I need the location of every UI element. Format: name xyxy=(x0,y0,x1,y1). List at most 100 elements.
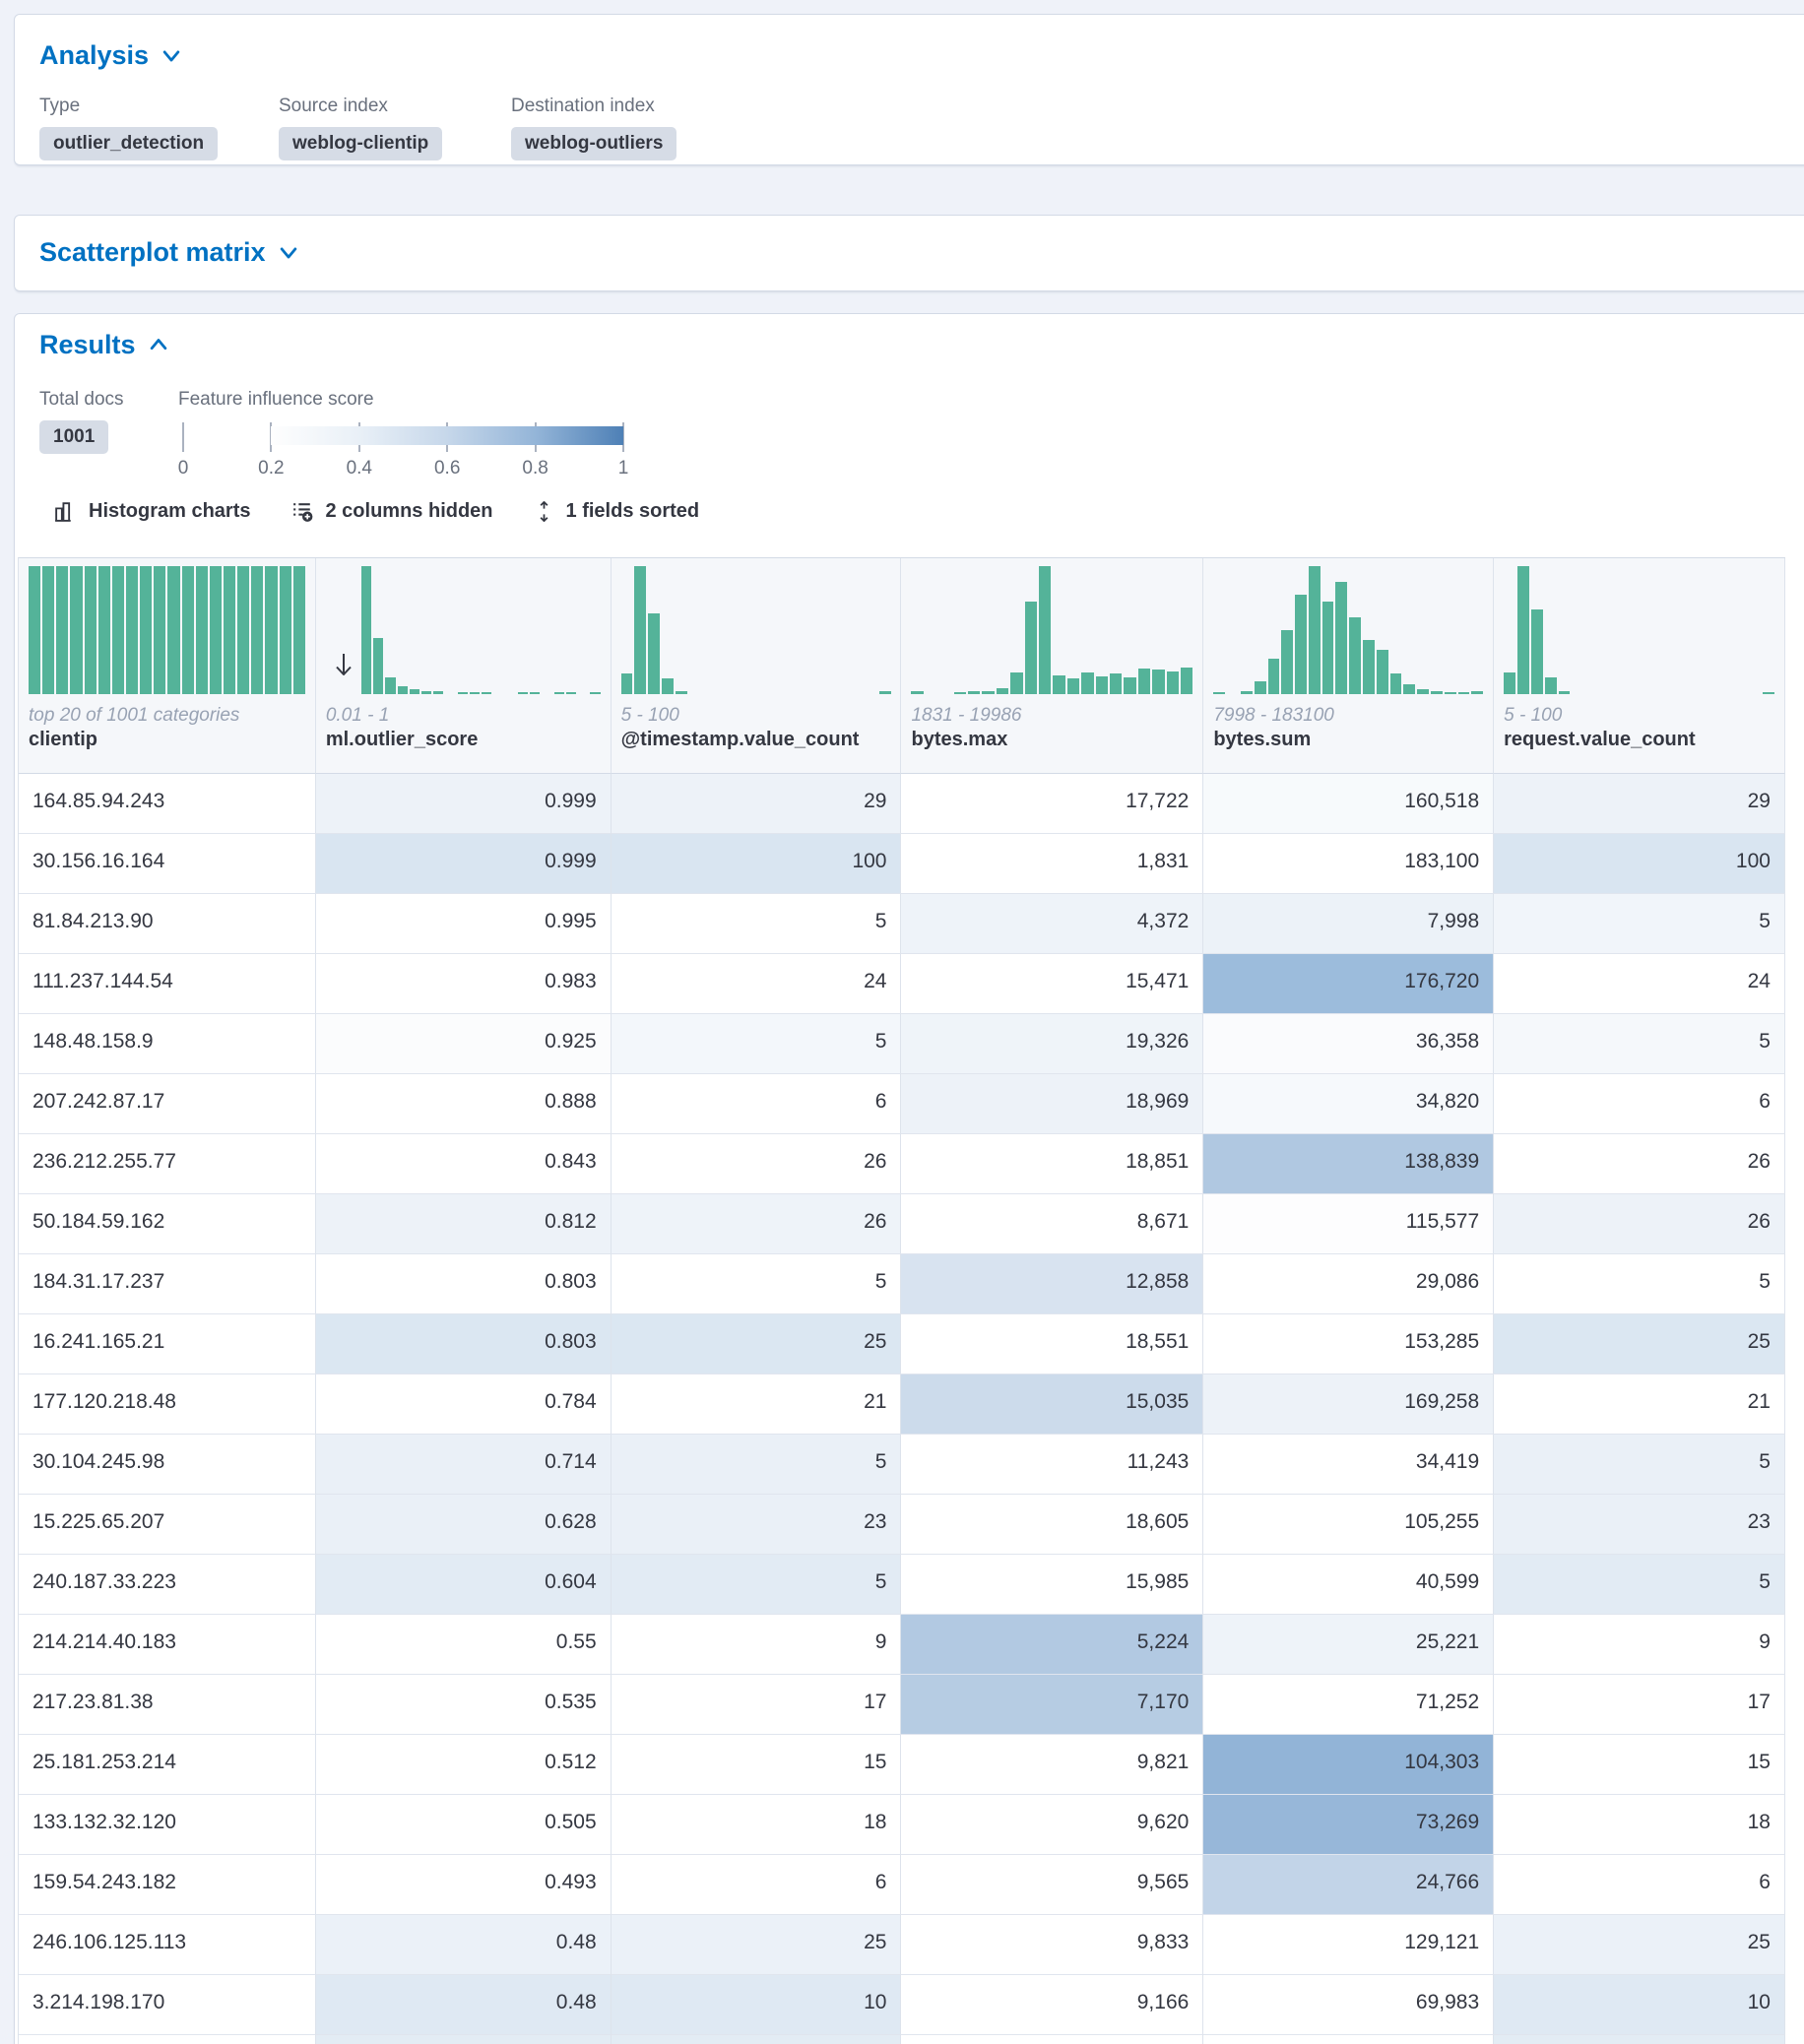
cell-request.value_count: 5 xyxy=(1494,1555,1785,1615)
histogram-bar xyxy=(42,566,54,694)
cell-clientip: 184.31.17.237 xyxy=(19,1254,316,1314)
scatterplot-accordion-toggle[interactable]: Scatterplot matrix xyxy=(39,237,299,268)
sort-desc-arrow xyxy=(326,566,361,694)
histogram-bar xyxy=(1517,566,1529,694)
cell-request.value_count: 29 xyxy=(1494,774,1785,834)
cell-bytes.sum: 115,577 xyxy=(1203,1194,1494,1254)
cell-request.value_count: 21 xyxy=(1494,1374,1785,1435)
toolbar-histogram-charts-button[interactable]: Histogram charts xyxy=(53,499,251,524)
histogram-bar xyxy=(1545,677,1557,694)
histogram-bar xyxy=(433,691,443,694)
histogram-bar xyxy=(1295,595,1307,694)
cell-@timestamp.value_count: 21 xyxy=(612,1374,902,1435)
histogram-bar xyxy=(982,691,994,694)
histogram-bar xyxy=(421,691,431,694)
histogram-bar xyxy=(676,691,687,694)
histogram-bar xyxy=(1390,673,1402,694)
histogram-bar xyxy=(126,566,138,694)
histogram-bar xyxy=(182,566,194,694)
results-accordion-toggle[interactable]: Results xyxy=(39,330,169,360)
cell-ml.outlier_score xyxy=(316,2035,612,2044)
cell-bytes.max: 15,985 xyxy=(901,1555,1203,1615)
field-label: Type xyxy=(39,96,218,117)
cell-@timestamp.value_count: 5 xyxy=(612,1555,902,1615)
cell-@timestamp.value_count: 5 xyxy=(612,1014,902,1074)
toolbar-fields-sorted-button[interactable]: 1 fields sorted xyxy=(533,499,700,524)
histogram-bar xyxy=(954,692,966,694)
column-header-request.value_count[interactable]: 5 - 100request.value_count xyxy=(1494,558,1785,774)
cell-bytes.sum: 7,998 xyxy=(1203,894,1494,954)
cell-bytes.max: 4,372 xyxy=(901,894,1203,954)
histogram-bar xyxy=(1417,689,1429,694)
cell-bytes.max: 18,969 xyxy=(901,1074,1203,1134)
table-row: 177.120.218.480.7842115,035169,25821 xyxy=(18,1374,1785,1435)
toolbar-columns-hidden-label: 2 columns hidden xyxy=(326,500,493,523)
cell-@timestamp.value_count: 26 xyxy=(612,1134,902,1194)
cell-bytes.sum: 129,121 xyxy=(1203,1915,1494,1975)
histogram-bar xyxy=(1763,692,1774,694)
histogram-bar xyxy=(196,566,208,694)
cell-request.value_count: 5 xyxy=(1494,1435,1785,1495)
column-header-ml.outlier_score[interactable]: 0.01 - 1ml.outlier_score xyxy=(316,558,612,774)
analysis-accordion-toggle[interactable]: Analysis xyxy=(39,40,182,71)
cell-@timestamp.value_count: 26 xyxy=(612,1194,902,1254)
cell-clientip: 111.237.144.54 xyxy=(19,954,316,1014)
cell-clientip xyxy=(19,2035,316,2044)
column-histogram-row xyxy=(911,566,1192,694)
bar-chart-icon xyxy=(53,499,78,524)
cell-bytes.sum: 29,086 xyxy=(1203,1254,1494,1314)
histogram-bar xyxy=(1255,681,1266,694)
histogram-bar xyxy=(1067,678,1079,694)
cell-ml.outlier_score: 0.48 xyxy=(316,1975,612,2035)
results-panel: Results Total docs Feature influence sco… xyxy=(14,313,1804,2044)
histogram-bar xyxy=(1363,640,1375,694)
analysis-field-type: Typeoutlier_detection xyxy=(39,96,218,160)
cell-@timestamp.value_count: 18 xyxy=(612,1795,902,1855)
histogram-bar xyxy=(1167,671,1179,694)
cell-ml.outlier_score: 0.888 xyxy=(316,1074,612,1134)
histogram-bar xyxy=(1504,672,1515,694)
cell-bytes.sum: 34,419 xyxy=(1203,1435,1494,1495)
cell-bytes.sum xyxy=(1203,2035,1494,2044)
table-row: 25.181.253.2140.512159,821104,30315 xyxy=(18,1735,1785,1795)
cell-request.value_count: 25 xyxy=(1494,1314,1785,1374)
cell-bytes.max: 9,833 xyxy=(901,1915,1203,1975)
cell-ml.outlier_score: 0.714 xyxy=(316,1435,612,1495)
toolbar-columns-hidden-button[interactable]: 2 columns hidden xyxy=(290,499,493,524)
column-header-@timestamp.value_count[interactable]: 5 - 100@timestamp.value_count xyxy=(612,558,902,774)
histogram-bar xyxy=(1241,691,1253,694)
cell-bytes.max: 12,858 xyxy=(901,1254,1203,1314)
histogram-bar xyxy=(385,677,395,694)
histogram-bytes.sum xyxy=(1213,566,1483,694)
results-title: Results xyxy=(39,330,136,360)
cell-request.value_count: 25 xyxy=(1494,1915,1785,1975)
histogram-bar xyxy=(621,673,633,694)
cell-@timestamp.value_count: 25 xyxy=(612,1915,902,1975)
cell-request.value_count xyxy=(1494,2035,1785,2044)
cell-clientip: 30.156.16.164 xyxy=(19,834,316,894)
histogram-bar xyxy=(280,566,291,694)
column-header-bytes.max[interactable]: 1831 - 19986bytes.max xyxy=(901,558,1203,774)
cell-bytes.sum: 105,255 xyxy=(1203,1495,1494,1555)
total-docs-badge: 1001 xyxy=(39,420,108,454)
cell-bytes.max: 15,035 xyxy=(901,1374,1203,1435)
column-range-caption: 0.01 - 1 xyxy=(326,703,601,728)
cell-request.value_count: 26 xyxy=(1494,1194,1785,1254)
chevron-down-icon xyxy=(278,242,299,264)
column-header-bytes.sum[interactable]: 7998 - 183100bytes.sum xyxy=(1203,558,1494,774)
cell-bytes.max: 9,620 xyxy=(901,1795,1203,1855)
cell-bytes.sum: 176,720 xyxy=(1203,954,1494,1014)
histogram-bar xyxy=(167,566,179,694)
total-docs-label: Total docs xyxy=(39,389,124,411)
table-row: 148.48.158.90.925519,32636,3585 xyxy=(18,1014,1785,1074)
histogram-bar xyxy=(265,566,277,694)
column-header-clientip[interactable]: top 20 of 1001 categoriesclientip xyxy=(19,558,316,774)
cell-ml.outlier_score: 0.55 xyxy=(316,1615,612,1675)
histogram-bar xyxy=(648,613,660,694)
histogram-bar xyxy=(1213,692,1225,694)
histogram-bar xyxy=(237,566,249,694)
cell-bytes.sum: 73,269 xyxy=(1203,1795,1494,1855)
histogram-bar xyxy=(1322,602,1334,694)
cell-clientip: 50.184.59.162 xyxy=(19,1194,316,1254)
sortable-icon xyxy=(533,499,555,524)
